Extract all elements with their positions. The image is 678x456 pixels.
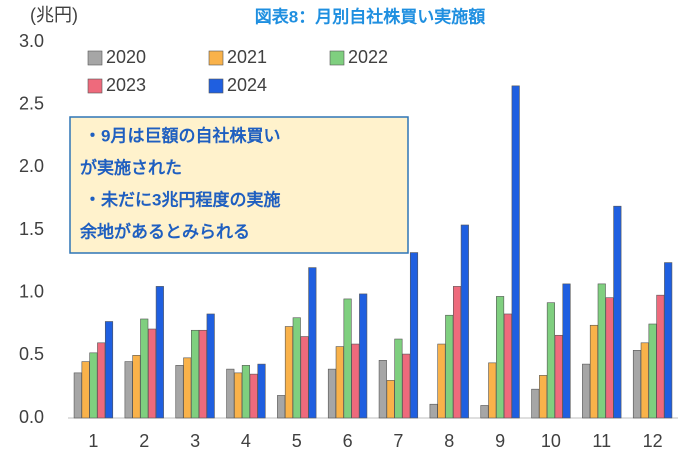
x-tick-label: 5 (292, 431, 302, 451)
bar (124, 361, 133, 419)
bar (488, 362, 497, 419)
bar (191, 329, 200, 419)
legend-swatch (208, 50, 224, 66)
bar (198, 329, 207, 419)
bar (277, 395, 286, 419)
bar (582, 363, 591, 419)
annotation-box (69, 116, 409, 254)
bar (81, 361, 90, 419)
bar (183, 357, 192, 419)
bar (327, 368, 337, 419)
x-tick-label: 6 (343, 431, 353, 451)
legend-label: 2020 (106, 47, 146, 67)
bar (656, 294, 665, 419)
legend-swatch (87, 50, 103, 66)
bar (241, 365, 250, 419)
x-tick-label: 12 (643, 431, 663, 451)
bar (648, 323, 657, 419)
bar (104, 321, 114, 419)
x-tick-label: 8 (444, 431, 454, 451)
y-tick-label: 3.0 (19, 31, 44, 51)
y-tick-label: 2.5 (19, 93, 44, 113)
bar (664, 262, 673, 419)
bar (335, 346, 344, 419)
bar (539, 375, 548, 419)
bar (613, 205, 622, 419)
bar (73, 372, 82, 419)
legend-swatch (87, 78, 103, 94)
bar (155, 286, 164, 419)
bar (496, 296, 505, 419)
x-tick-label: 2 (139, 431, 149, 451)
x-tick-label: 10 (541, 431, 561, 451)
bar (308, 267, 317, 419)
legend-label: 2023 (106, 75, 146, 95)
legend-swatch (329, 50, 345, 66)
x-tick-label: 3 (190, 431, 200, 451)
y-tick-label: 0.5 (19, 344, 44, 364)
x-tick-label: 11 (592, 431, 611, 451)
bar (632, 350, 642, 419)
bar (562, 283, 571, 419)
y-unit: (兆円) (30, 5, 78, 25)
bar (445, 314, 454, 419)
annotation-line: ・9月は巨額の自社株買い (84, 125, 280, 145)
x-tick-label: 9 (495, 431, 505, 451)
bar (480, 405, 489, 419)
legend-label: 2022 (348, 47, 388, 67)
annotation-line: 余地があるとみられる (79, 221, 250, 241)
bar (452, 286, 462, 419)
bar (175, 365, 184, 419)
legend-label: 2024 (227, 75, 267, 95)
bar (148, 328, 157, 419)
bar (640, 342, 649, 419)
bar (132, 355, 141, 419)
bar (429, 403, 438, 419)
y-tick-label: 2.0 (19, 156, 44, 176)
bar (589, 324, 599, 419)
bar (359, 293, 368, 419)
bar (605, 297, 614, 419)
bar (206, 313, 215, 419)
bar (226, 368, 235, 419)
bar (460, 224, 469, 419)
bar (378, 360, 387, 419)
x-tick-label: 1 (88, 431, 98, 451)
bar (402, 353, 411, 419)
bar (292, 317, 301, 419)
bar (343, 298, 352, 419)
bar (437, 343, 446, 419)
x-tick-label: 7 (393, 431, 403, 451)
bar (546, 302, 555, 419)
y-tick-label: 1.5 (19, 219, 44, 239)
bar (386, 380, 395, 419)
bar (97, 342, 106, 419)
bar (597, 283, 606, 419)
chart-title: 図表8：月別自社株買い実施額 (255, 6, 485, 26)
bar (284, 326, 294, 419)
bar (554, 334, 563, 419)
bar (257, 363, 266, 419)
annotation-line: ・未だに3兆円程度の実施 (84, 189, 280, 209)
bar (89, 352, 98, 419)
bar (300, 336, 309, 419)
annotation-line: が実施された (80, 157, 182, 177)
bar (234, 372, 243, 419)
bar (249, 373, 258, 419)
bar (531, 388, 540, 419)
y-tick-label: 0.0 (19, 407, 44, 427)
bar (409, 252, 419, 419)
bar (511, 85, 520, 419)
x-tick-label: 4 (241, 431, 251, 451)
bar (140, 318, 149, 419)
bar (351, 343, 360, 419)
bar (394, 338, 403, 419)
legend-label: 2021 (227, 47, 267, 67)
bar (503, 313, 512, 419)
legend-swatch (208, 78, 224, 94)
y-tick-label: 1.0 (19, 281, 44, 301)
